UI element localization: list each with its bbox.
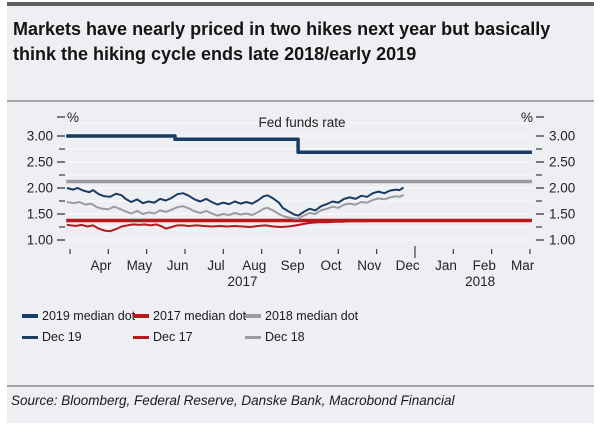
legend-label: Dec 19 (42, 330, 82, 344)
page-title: Markets have nearly priced in two hikes … (13, 19, 551, 64)
y-axis-label-left: 1.00 (27, 233, 53, 248)
fed-funds-rate-chart: 3.00 3.00 2.50 2.50 2.00 2.00 1.50 1.50 1.00 1.00… (27, 110, 576, 289)
y-axis-label-left: 2.50 (27, 155, 53, 170)
x-month-label: Feb (473, 258, 496, 273)
x-month-label: May (127, 258, 153, 273)
legend-label: 2017 median dot (153, 309, 247, 323)
legend-label: Dec 18 (265, 330, 305, 344)
x-month-label: Jun (167, 258, 189, 273)
unit-label-left: % (67, 110, 79, 125)
legend-swatch-gray (245, 336, 261, 339)
y-axis-label-right: 2.00 (549, 181, 575, 196)
divider-bottom (7, 385, 594, 387)
legend-swatch-navy (22, 314, 38, 318)
unit-label-right: % (521, 110, 533, 125)
legend-item-dec-19: Dec 19 (22, 329, 82, 345)
x-month-label: Mar (511, 258, 535, 273)
x-month-label: Jan (435, 258, 457, 273)
x-month-label: Jul (207, 258, 224, 273)
chart-title: Fed funds rate (258, 115, 345, 130)
x-month-label: Oct (320, 258, 341, 273)
x-month-label: Nov (357, 258, 381, 273)
y-axis-label-left: 1.50 (27, 207, 53, 222)
x-month-label: Sep (281, 258, 305, 273)
legend-swatch-red (133, 314, 149, 318)
legend-item-2017-median-dot: 2017 median dot (133, 308, 246, 324)
y-axis-label-left: 3.00 (27, 129, 53, 144)
x-year-label: 2017 (227, 274, 257, 289)
y-axis-label-right: 1.50 (549, 207, 575, 222)
legend-swatch-red (133, 336, 149, 339)
series-dec-17 (66, 219, 404, 233)
series-dec-19 (66, 186, 405, 217)
y-axis-label-right: 1.00 (549, 233, 575, 248)
y-axis-label-right: 3.00 (549, 129, 575, 144)
legend-item-2018-median-dot: 2018 median dot (245, 308, 358, 324)
legend-swatch-gray (245, 314, 261, 318)
legend-label: Dec 17 (153, 330, 193, 344)
y-axis-label-left: 2.00 (27, 181, 53, 196)
legend-swatch-navy (22, 336, 38, 339)
x-month-label: Dec (396, 258, 420, 273)
series-dec-18 (66, 193, 404, 220)
y-axis-label-right: 2.50 (549, 155, 575, 170)
source-text: Source: Bloomberg, Federal Reserve, Dans… (11, 393, 455, 408)
legend-item-dec-18: Dec 18 (245, 329, 305, 345)
legend-item-2019-median-dot: 2019 median dot (22, 308, 135, 324)
legend-label: 2019 median dot (42, 309, 136, 323)
series-2019-median-dot (66, 134, 532, 155)
chart-card (7, 2, 594, 423)
x-year-label: 2018 (465, 274, 495, 289)
x-month-label: Apr (90, 258, 112, 273)
x-month-label: Aug (242, 258, 266, 273)
legend-label: 2018 median dot (265, 309, 359, 323)
legend-item-dec-17: Dec 17 (133, 329, 193, 345)
divider-top (7, 100, 594, 102)
